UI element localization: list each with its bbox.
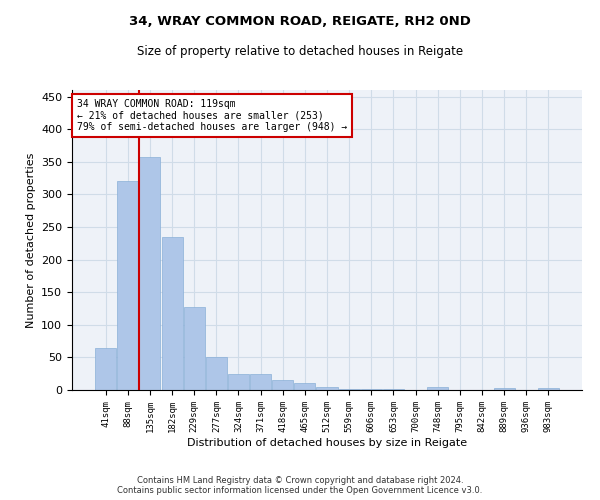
Bar [250,374,271,390]
Y-axis label: Number of detached properties: Number of detached properties [26,152,35,328]
Bar [161,236,182,390]
Bar [316,386,338,390]
Bar [338,388,359,390]
X-axis label: Distribution of detached houses by size in Reigate: Distribution of detached houses by size … [187,438,467,448]
Bar [184,307,205,390]
Bar [228,374,249,390]
Bar [118,182,139,390]
Text: Size of property relative to detached houses in Reigate: Size of property relative to detached ho… [137,45,463,58]
Text: 34, WRAY COMMON ROAD, REIGATE, RH2 0ND: 34, WRAY COMMON ROAD, REIGATE, RH2 0ND [129,15,471,28]
Bar [427,386,448,390]
Bar [295,384,316,390]
Text: 34 WRAY COMMON ROAD: 119sqm
← 21% of detached houses are smaller (253)
79% of se: 34 WRAY COMMON ROAD: 119sqm ← 21% of det… [77,99,347,132]
Bar [139,156,160,390]
Bar [95,348,116,390]
Bar [206,358,227,390]
Bar [538,388,559,390]
Text: Contains HM Land Registry data © Crown copyright and database right 2024.
Contai: Contains HM Land Registry data © Crown c… [118,476,482,495]
Bar [272,380,293,390]
Bar [494,388,515,390]
